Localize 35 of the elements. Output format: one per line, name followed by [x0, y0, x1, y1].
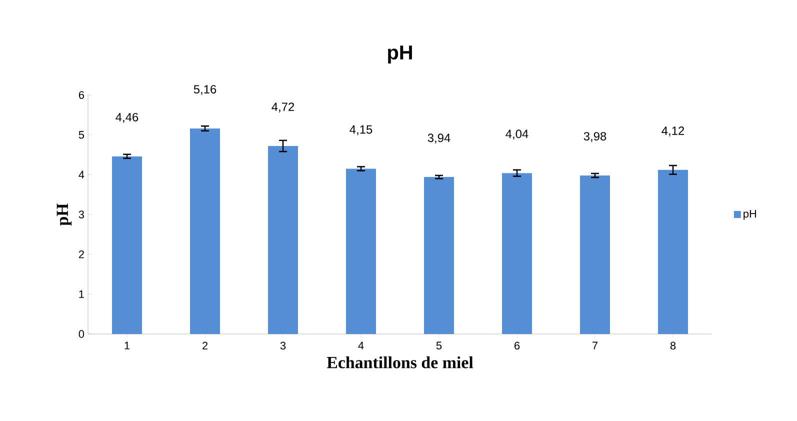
chart-title: pH: [388, 46, 412, 64]
y-tick-label: 4: [78, 170, 84, 178]
bar: [346, 168, 376, 334]
data-label: 4,04: [506, 130, 528, 140]
x-tick-label: 8: [670, 342, 676, 350]
x-tick-label: 4: [358, 342, 364, 350]
y-tick-label: 2: [78, 250, 84, 258]
x-tick-label: 1: [124, 342, 130, 350]
x-tick-label: 7: [592, 342, 598, 350]
bar: [112, 156, 142, 334]
bar: [424, 177, 454, 334]
x-axis-title: Echantillons de miel: [326, 356, 474, 368]
bar: [502, 173, 532, 334]
data-label: 3,94: [428, 134, 450, 144]
x-tick-label: 3: [280, 342, 286, 350]
x-tick-label: 5: [436, 342, 442, 350]
y-tick-label: 3: [78, 210, 84, 218]
data-label: 4,15: [350, 125, 372, 136]
data-label: 4,12: [662, 126, 684, 136]
data-label: 3,98: [584, 132, 606, 142]
bar: [580, 175, 610, 334]
y-axis-title: pH: [56, 203, 72, 226]
y-tick-label: 0: [78, 330, 84, 338]
bar: [190, 128, 220, 334]
x-tick-label: 2: [202, 342, 208, 350]
bar: [658, 170, 688, 334]
bar: [268, 146, 298, 334]
legend-label: pH: [744, 210, 756, 220]
data-label: 5,16: [194, 85, 216, 95]
data-label: 4,46: [116, 112, 138, 123]
data-label: 4,72: [272, 102, 294, 112]
x-tick-label: 6: [514, 342, 520, 350]
y-tick-label: 1: [79, 290, 84, 298]
y-tick-label: 6: [78, 91, 84, 99]
y-tick-label: 5: [78, 131, 84, 139]
